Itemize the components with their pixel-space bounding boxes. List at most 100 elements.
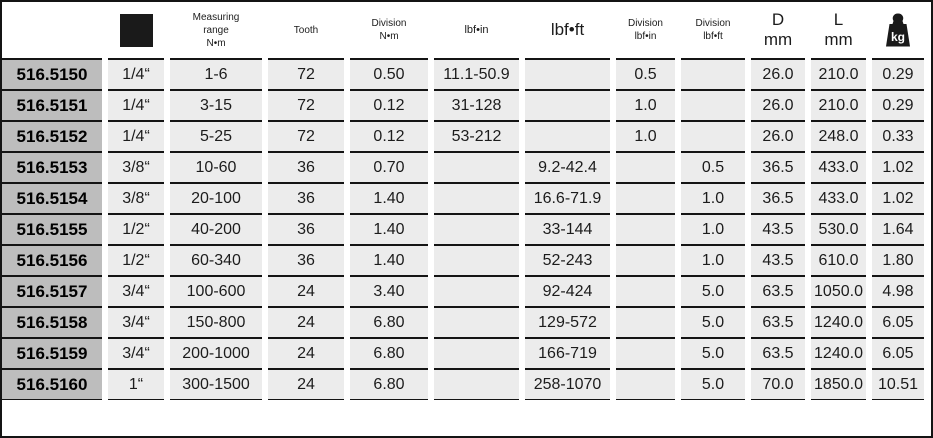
data-cell: 0.12	[350, 121, 428, 152]
data-cell: 10-60	[170, 152, 262, 183]
part-number-cell: 516.5151	[2, 90, 102, 121]
data-cell: 1/4“	[108, 121, 164, 152]
data-cell: 40-200	[170, 214, 262, 245]
square-drive-icon	[119, 13, 153, 47]
data-cell: 1050.0	[811, 276, 866, 307]
data-cell: 166-719	[525, 338, 610, 369]
data-cell: 36	[268, 152, 344, 183]
data-cell: 5.0	[681, 307, 745, 338]
data-cell: 26.0	[751, 90, 805, 121]
data-cell: 6.80	[350, 369, 428, 400]
data-cell: 24	[268, 307, 344, 338]
data-cell: 63.5	[751, 338, 805, 369]
header-lbf-ft: lbf•ft	[525, 2, 610, 59]
table-row: 516.5152 1/4“ 5-25 72 0.12 53-212 1.0 26…	[2, 121, 924, 152]
data-cell: 1.40	[350, 245, 428, 276]
data-cell: 26.0	[751, 121, 805, 152]
data-cell	[616, 152, 675, 183]
data-cell: 3/8“	[108, 152, 164, 183]
part-number-cell: 516.5159	[2, 338, 102, 369]
data-cell: 36	[268, 183, 344, 214]
data-cell: 150-800	[170, 307, 262, 338]
data-cell	[525, 121, 610, 152]
data-cell: 210.0	[811, 90, 866, 121]
data-cell: 0.5	[681, 152, 745, 183]
data-cell: 1.0	[681, 214, 745, 245]
part-number-cell: 516.5153	[2, 152, 102, 183]
data-cell: 1.64	[872, 214, 924, 245]
data-cell: 129-572	[525, 307, 610, 338]
data-cell: 36.5	[751, 152, 805, 183]
data-cell: 60-340	[170, 245, 262, 276]
data-cell: 3/8“	[108, 183, 164, 214]
data-cell	[616, 307, 675, 338]
data-cell: 3.40	[350, 276, 428, 307]
header-division-lbf-ft: Division lbf•ft	[681, 2, 745, 59]
data-cell	[616, 183, 675, 214]
data-cell: 1.0	[616, 90, 675, 121]
part-number-cell: 516.5156	[2, 245, 102, 276]
data-cell: 610.0	[811, 245, 866, 276]
data-cell: 200-1000	[170, 338, 262, 369]
data-cell	[434, 214, 519, 245]
table-row: 516.5158 3/4“ 150-800 24 6.80 129-572 5.…	[2, 307, 924, 338]
data-cell: 1.02	[872, 152, 924, 183]
data-cell: 248.0	[811, 121, 866, 152]
data-cell: 16.6-71.9	[525, 183, 610, 214]
data-cell: 92-424	[525, 276, 610, 307]
data-cell: 1/4“	[108, 90, 164, 121]
data-cell	[616, 245, 675, 276]
data-cell: 24	[268, 276, 344, 307]
header-row: Measuring range N•m Tooth Division N•m l…	[2, 2, 924, 59]
data-cell: 1-6	[170, 59, 262, 90]
data-cell: 5-25	[170, 121, 262, 152]
data-cell: 6.80	[350, 307, 428, 338]
data-cell	[434, 276, 519, 307]
data-cell	[434, 152, 519, 183]
data-cell: 5.0	[681, 369, 745, 400]
header-l-mm: L mm	[811, 2, 866, 59]
table-row: 516.5154 3/8“ 20-100 36 1.40 16.6-71.9 1…	[2, 183, 924, 214]
data-cell	[616, 276, 675, 307]
data-cell: 3/4“	[108, 276, 164, 307]
weight-kg-icon-label: kg	[891, 30, 905, 44]
data-cell	[434, 183, 519, 214]
data-cell: 24	[268, 369, 344, 400]
data-cell: 43.5	[751, 245, 805, 276]
data-cell: 70.0	[751, 369, 805, 400]
data-cell: 1/4“	[108, 59, 164, 90]
table-row: 516.5150 1/4“ 1-6 72 0.50 11.1-50.9 0.5 …	[2, 59, 924, 90]
data-cell: 63.5	[751, 276, 805, 307]
header-drive-size	[108, 2, 164, 59]
data-cell: 1240.0	[811, 307, 866, 338]
data-cell: 20-100	[170, 183, 262, 214]
data-cell: 31-128	[434, 90, 519, 121]
data-cell	[681, 59, 745, 90]
data-cell	[434, 338, 519, 369]
data-cell: 1“	[108, 369, 164, 400]
table-row: 516.5157 3/4“ 100-600 24 3.40 92-424 5.0…	[2, 276, 924, 307]
data-cell: 433.0	[811, 152, 866, 183]
data-cell: 43.5	[751, 214, 805, 245]
data-cell: 11.1-50.9	[434, 59, 519, 90]
part-number-cell: 516.5154	[2, 183, 102, 214]
header-lbf-in: lbf•in	[434, 2, 519, 59]
data-cell: 0.50	[350, 59, 428, 90]
data-cell: 100-600	[170, 276, 262, 307]
data-cell: 4.98	[872, 276, 924, 307]
data-cell: 0.33	[872, 121, 924, 152]
header-division-nm: Division N•m	[350, 2, 428, 59]
data-cell	[434, 245, 519, 276]
data-cell: 300-1500	[170, 369, 262, 400]
data-cell: 10.51	[872, 369, 924, 400]
table-row: 516.5155 1/2“ 40-200 36 1.40 33-144 1.0 …	[2, 214, 924, 245]
data-cell: 1.0	[681, 245, 745, 276]
part-number-cell: 516.5150	[2, 59, 102, 90]
data-cell: 1.0	[616, 121, 675, 152]
data-cell	[616, 214, 675, 245]
data-cell: 36	[268, 245, 344, 276]
data-cell: 33-144	[525, 214, 610, 245]
data-cell: 53-212	[434, 121, 519, 152]
part-number-cell: 516.5160	[2, 369, 102, 400]
